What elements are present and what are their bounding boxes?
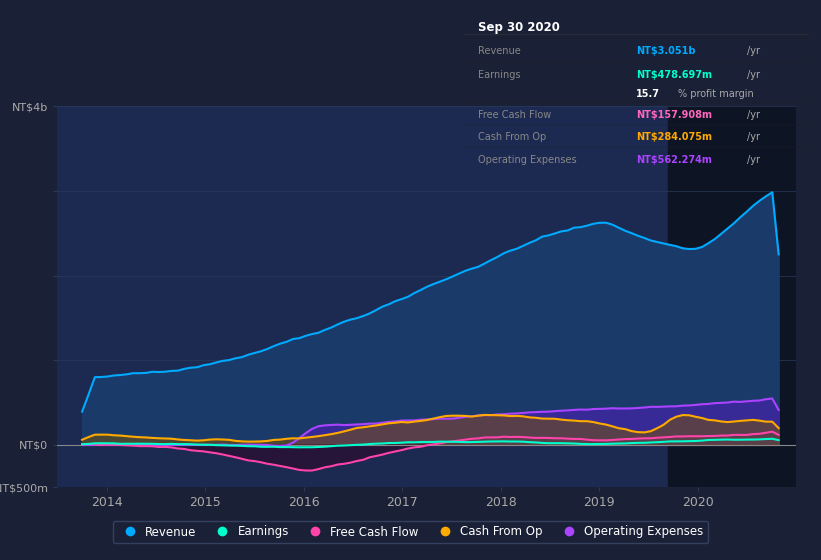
Text: Free Cash Flow: Free Cash Flow xyxy=(478,110,551,120)
Text: NT$478.697m: NT$478.697m xyxy=(636,70,713,80)
Text: Earnings: Earnings xyxy=(478,70,521,80)
Text: NT$562.274m: NT$562.274m xyxy=(636,155,712,165)
Text: 15.7: 15.7 xyxy=(636,90,660,100)
Text: /yr: /yr xyxy=(746,110,759,120)
Legend: Revenue, Earnings, Free Cash Flow, Cash From Op, Operating Expenses: Revenue, Earnings, Free Cash Flow, Cash … xyxy=(113,521,708,543)
Text: /yr: /yr xyxy=(746,70,759,80)
Bar xyxy=(668,106,796,487)
Text: Sep 30 2020: Sep 30 2020 xyxy=(478,21,560,34)
Text: NT$284.075m: NT$284.075m xyxy=(636,133,713,142)
Text: % profit margin: % profit margin xyxy=(677,90,754,100)
Text: /yr: /yr xyxy=(746,155,759,165)
Text: /yr: /yr xyxy=(746,46,759,57)
Text: Cash From Op: Cash From Op xyxy=(478,133,546,142)
Text: NT$157.908m: NT$157.908m xyxy=(636,110,713,120)
Text: /yr: /yr xyxy=(746,133,759,142)
Text: Revenue: Revenue xyxy=(478,46,521,57)
Text: NT$3.051b: NT$3.051b xyxy=(636,46,695,57)
Text: Operating Expenses: Operating Expenses xyxy=(478,155,576,165)
